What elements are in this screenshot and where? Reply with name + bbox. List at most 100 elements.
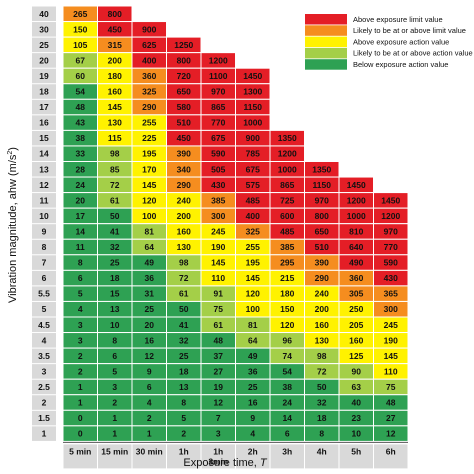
- y-label-bg: [32, 146, 56, 161]
- cell-value: 385: [280, 242, 294, 252]
- cell-value: 205: [349, 320, 363, 330]
- cell-value: 300: [211, 211, 225, 221]
- legend-label: Likely to be at or above action value: [353, 49, 473, 58]
- y-label-bg: [32, 255, 56, 270]
- y-tick-label: 3: [42, 366, 47, 376]
- cell-value: 2: [181, 429, 186, 439]
- y-tick-label: 25: [39, 40, 49, 50]
- cell-value: 190: [211, 242, 225, 252]
- cell-value: 430: [384, 273, 398, 283]
- x-tick-label: 4h: [317, 446, 327, 456]
- cell-value: 1100: [209, 71, 228, 81]
- x-label-bg: [98, 444, 132, 469]
- x-label-bg: [63, 444, 97, 469]
- y-label-bg: [32, 68, 56, 84]
- cell-value: 510: [315, 242, 329, 252]
- cell-value: 970: [384, 226, 398, 236]
- y-label-bg: [32, 99, 56, 115]
- y-tick-label: 18: [39, 87, 49, 97]
- y-label-bg: [32, 6, 56, 22]
- cell-value: 240: [177, 195, 191, 205]
- cell-value: 590: [211, 149, 225, 159]
- cell-value: 6: [78, 273, 83, 283]
- cell-value: 650: [315, 226, 329, 236]
- x-label-bg: [236, 444, 270, 469]
- cell-value: 8: [78, 258, 83, 268]
- cell-value: 365: [384, 289, 398, 299]
- cell-value: 13: [110, 304, 120, 314]
- cell-value: 120: [142, 195, 156, 205]
- y-tick-label: 5: [42, 304, 47, 314]
- legend: Above exposure limit value Likely to be a…: [305, 14, 473, 70]
- cell-value: 265: [73, 9, 87, 19]
- cell-value: 430: [211, 180, 225, 190]
- cell-value: 61: [214, 320, 224, 330]
- legend-label: Likely to be at or above limit value: [353, 26, 466, 35]
- cell-value: 6: [285, 429, 290, 439]
- x-label-bg: [167, 444, 201, 469]
- x-label-bg: [201, 444, 235, 469]
- cell-value: 63: [352, 382, 362, 392]
- cell-value: 145: [211, 258, 225, 268]
- cell-value: 600: [280, 211, 294, 221]
- cell-value: 38: [76, 133, 86, 143]
- cell-value: 37: [214, 351, 224, 361]
- cell-value: 100: [142, 211, 156, 221]
- cell-value: 295: [280, 258, 294, 268]
- y-label-bg: [32, 162, 56, 177]
- cell-value: 1: [112, 429, 117, 439]
- cell-value: 180: [280, 289, 294, 299]
- cell-value: 23: [352, 413, 362, 423]
- y-label-bg: [32, 348, 56, 364]
- y-tick-label: 4: [42, 335, 47, 345]
- x-label-bg: [339, 444, 373, 469]
- y-label-bg: [32, 37, 56, 53]
- cell-value: 3: [78, 335, 83, 345]
- cell-value: 0: [78, 429, 83, 439]
- legend-label: Above exposure limit value: [353, 15, 443, 24]
- cell-value: 11: [76, 242, 85, 252]
- cell-value: 510: [177, 118, 191, 128]
- x-tick-label: 3h: [282, 446, 292, 456]
- y-tick-label: 2.5: [38, 382, 50, 392]
- cell-value: 400: [142, 55, 156, 65]
- cell-value: 4: [78, 304, 83, 314]
- legend-swatch: [305, 36, 347, 48]
- cell-value: 75: [214, 304, 224, 314]
- cell-value: 300: [384, 304, 398, 314]
- cell-value: 1: [147, 429, 152, 439]
- cell-value: 675: [211, 133, 225, 143]
- cell-value: 0: [78, 413, 83, 423]
- cell-value: 67: [76, 55, 86, 65]
- cell-value: 33: [76, 149, 86, 159]
- cell-value: 5: [112, 366, 117, 376]
- cell-value: 61: [179, 289, 189, 299]
- y-label-bg: [32, 22, 56, 37]
- y-tick-label: 19: [39, 71, 49, 81]
- cell-value: 130: [177, 242, 191, 252]
- cell-value: 4: [250, 429, 255, 439]
- cell-value: 900: [246, 133, 260, 143]
- cell-value: 32: [110, 242, 120, 252]
- cell-value: 7: [216, 413, 221, 423]
- cell-value: 1450: [381, 195, 400, 205]
- cell-value: 60: [76, 71, 86, 81]
- cell-value: 110: [384, 366, 398, 376]
- cell-value: 120: [246, 289, 260, 299]
- y-label-bg: [32, 286, 56, 301]
- cell-value: 150: [280, 304, 294, 314]
- cell-value: 200: [315, 304, 329, 314]
- cell-value: 2: [78, 351, 83, 361]
- cell-value: 1000: [347, 211, 366, 221]
- cell-value: 490: [349, 258, 363, 268]
- cell-value: 290: [142, 102, 156, 112]
- cell-value: 14: [283, 413, 293, 423]
- cell-value: 200: [177, 211, 191, 221]
- y-label-bg: [32, 130, 56, 146]
- cell-value: 18: [317, 413, 327, 423]
- y-tick-label: 16: [39, 118, 49, 128]
- cell-value: 40: [352, 398, 362, 408]
- cell-value: 130: [108, 118, 122, 128]
- cell-value: 255: [246, 242, 260, 252]
